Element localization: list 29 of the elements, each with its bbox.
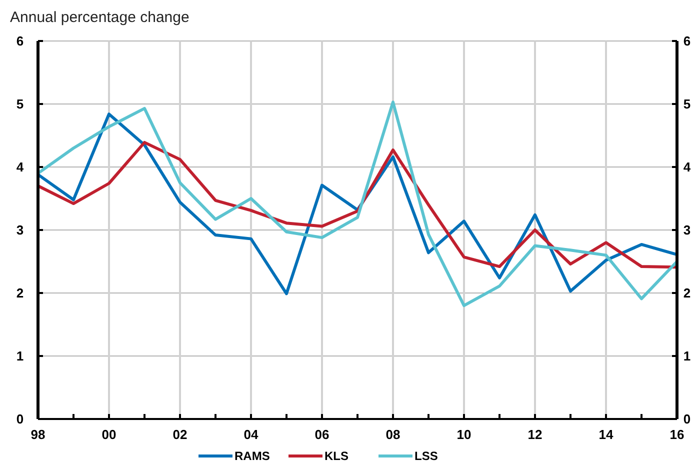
y2-tick-label: 2	[683, 286, 691, 301]
x-tick-label: 06	[314, 427, 330, 442]
x-tick-label: 10	[456, 427, 472, 442]
x-tick-label: 00	[102, 427, 116, 442]
y-tick-label: 6	[16, 34, 24, 49]
legend-label: KLS	[324, 449, 348, 463]
x-tick-label: 08	[386, 427, 400, 442]
y-axis-title: Annual percentage change	[10, 9, 190, 26]
y-tick-label: 4	[16, 160, 24, 175]
x-tick-label: 14	[598, 427, 614, 442]
y2-tick-label: 4	[683, 160, 692, 175]
y2-tick-label: 6	[683, 34, 691, 49]
y2-tick-label: 3	[683, 222, 691, 238]
x-tick-label: 98	[30, 427, 46, 442]
x-tick-label: 04	[244, 427, 259, 442]
y2-tick-label: 1	[683, 348, 691, 364]
x-tick-label: 16	[670, 427, 684, 442]
y2-tick-label: 0	[683, 412, 691, 427]
y-tick-label: 0	[16, 412, 24, 427]
y2-tick-label: 5	[683, 96, 691, 112]
y-tick-label: 1	[16, 348, 24, 364]
line-series	[36, 140, 678, 269]
legend-label: LSS	[414, 449, 438, 463]
y-tick-label: 2	[16, 286, 24, 301]
x-tick-label: 02	[172, 427, 188, 442]
legend-label: RAMS	[234, 449, 270, 463]
y-tick-label: 3	[16, 222, 24, 238]
y-tick-label: 5	[16, 96, 24, 112]
x-tick-label: 12	[528, 427, 542, 442]
